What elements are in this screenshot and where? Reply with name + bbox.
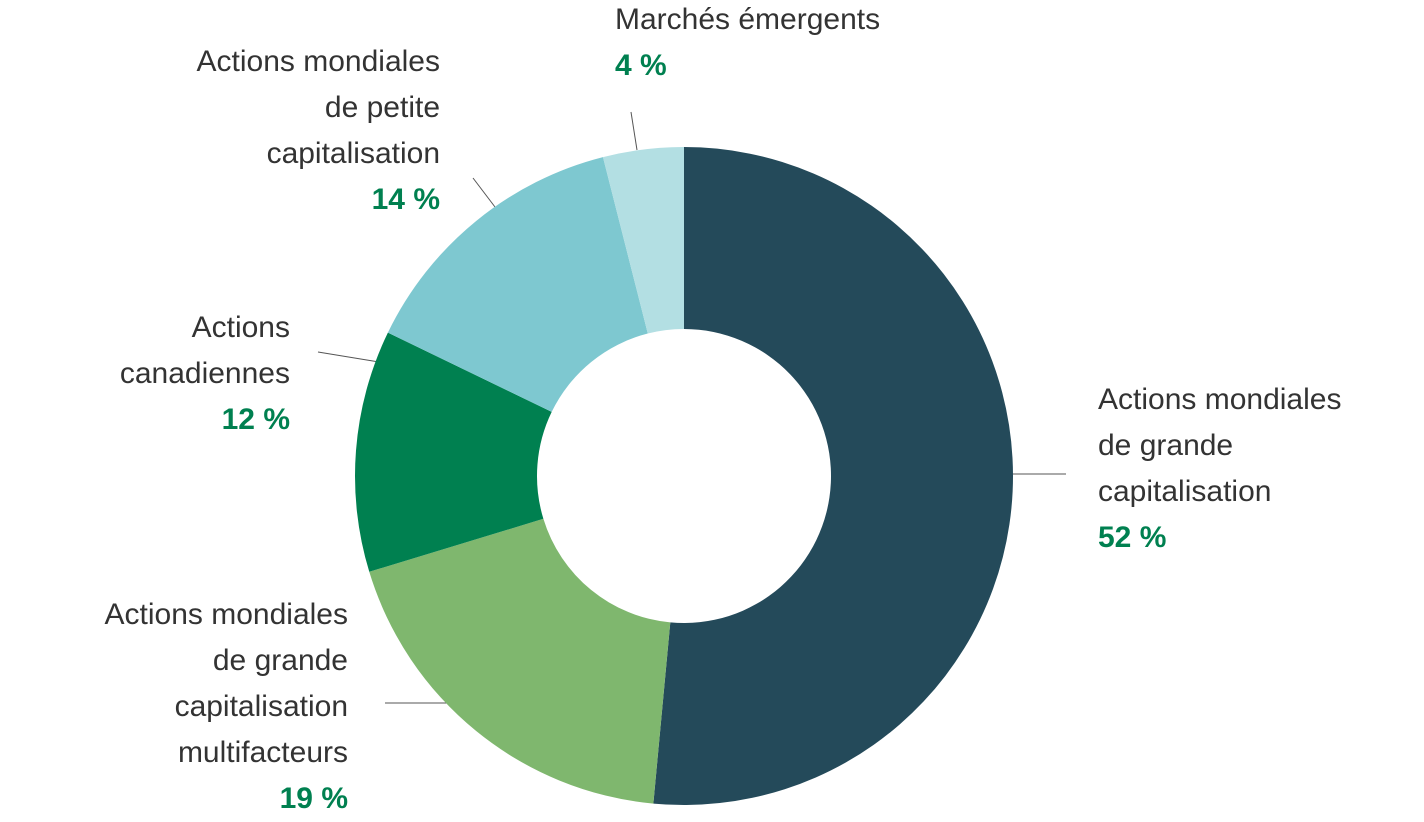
category-label: Actions mondiales de petite capitalisati…: [196, 45, 440, 170]
slice: [387, 157, 648, 412]
value-label: 14 %: [371, 183, 440, 216]
category-label: Actions canadiennes: [119, 311, 290, 390]
category-label: Actions mondiales de grande capitalisati…: [1098, 383, 1342, 508]
slice: [355, 332, 552, 572]
value-label: 19 %: [279, 782, 348, 815]
leader-line: [472, 177, 496, 208]
slice: [369, 518, 671, 804]
slice: [653, 147, 1014, 806]
slice-label: Actions mondiales de petite capitalisati…: [197, 39, 440, 223]
leader-line: [630, 111, 638, 151]
slice: [602, 147, 684, 334]
value-label: 12 %: [221, 403, 290, 436]
value-label: 52 %: [1098, 521, 1167, 554]
slice-label: Actions mondiales de grande capitalisati…: [105, 592, 348, 822]
slice-label: Actions canadiennes 12 %: [120, 305, 290, 443]
slice-label: Marchés émergents 4 %: [615, 0, 880, 89]
slice-label: Actions mondiales de grande capitalisati…: [1098, 377, 1341, 561]
leader-line: [317, 351, 380, 363]
category-label: Actions mondiales de grande capitalisati…: [104, 598, 348, 769]
category-label: Marchés émergents: [615, 3, 881, 36]
value-label: 4 %: [615, 49, 667, 82]
